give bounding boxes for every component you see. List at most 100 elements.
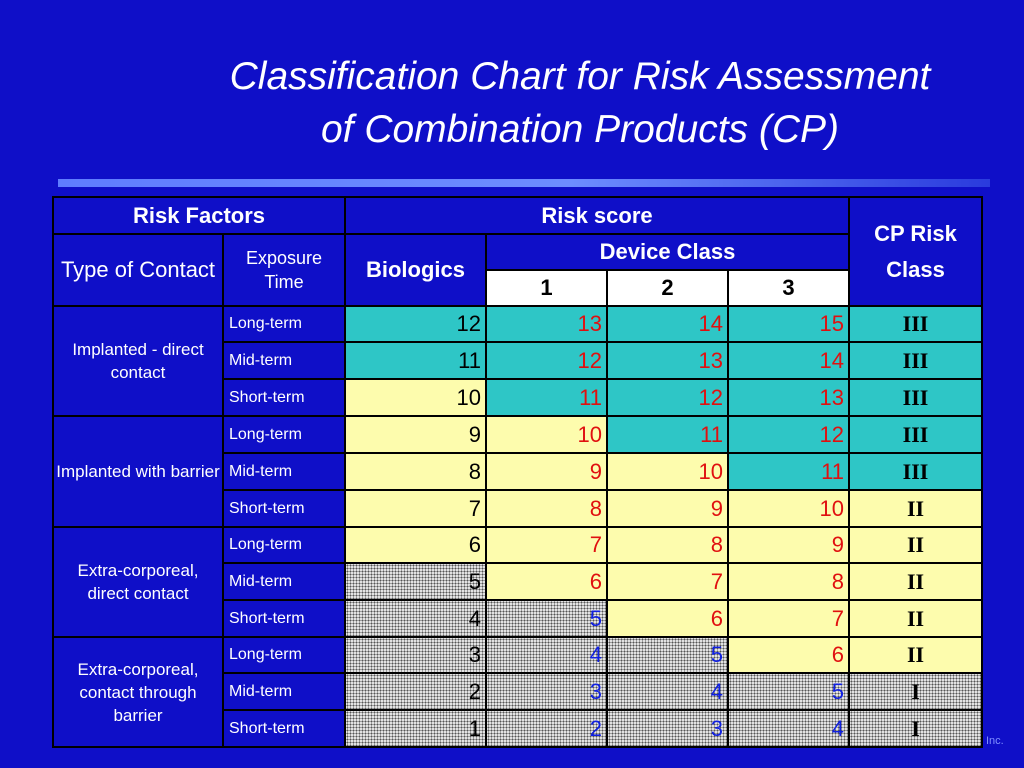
cp-risk-class-cell: III — [848, 415, 983, 454]
biologics-score-cell: 10 — [344, 378, 487, 417]
slide-title: Classification Chart for Risk Assessment… — [150, 50, 1010, 156]
device-class-1-score-cell: 6 — [485, 562, 608, 601]
cp-risk-class-cell: III — [848, 341, 983, 380]
biologics-score-cell: 9 — [344, 415, 487, 454]
device-class-3-score-cell: 10 — [727, 489, 850, 528]
table-row: Implanted - direct contact Long-term 12 13 1… — [52, 305, 983, 417]
exposure-time-cell: Short-term — [222, 489, 346, 528]
biologics-score-cell: 8 — [344, 452, 487, 491]
biologics-score-cell: 11 — [344, 341, 487, 380]
contact-type-cell: Extra-corporeal, contact through barrier — [52, 636, 224, 748]
risk-score-header: Risk score — [344, 196, 850, 235]
biologics-score-cell: 6 — [344, 526, 487, 564]
device-class-1-score-cell: 8 — [485, 489, 608, 528]
device-class-3-score-cell: 11 — [727, 452, 850, 491]
device-class-3-score-cell: 9 — [727, 526, 850, 564]
cp-risk-class-label: CP Risk Class — [874, 220, 957, 282]
device-class-2-score-cell: 6 — [606, 599, 729, 638]
device-class-1-score-cell: 3 — [485, 672, 608, 711]
risk-factors-header: Risk Factors — [52, 196, 346, 235]
device-class-3-score-cell: 5 — [727, 672, 850, 711]
device-class-1-header: 1 — [485, 269, 608, 307]
device-class-3-score-cell: 8 — [727, 562, 850, 601]
exposure-time-cell: Mid-term — [222, 562, 346, 601]
cp-risk-class-cell: III — [848, 305, 983, 343]
cp-risk-class-cell: III — [848, 452, 983, 491]
device-class-2-score-cell: 7 — [606, 562, 729, 601]
biologics-score-cell: 1 — [344, 709, 487, 748]
table-row: Short-term 7 8 9 10 II — [53, 489, 983, 528]
type-of-contact-label: Type of Contact — [60, 257, 216, 282]
table-row: Short-term 1 2 3 4 I — [53, 709, 983, 748]
device-class-2-score-cell: 14 — [606, 305, 729, 343]
exposure-time-cell: Mid-term — [222, 672, 346, 711]
device-class-3-score-cell: 13 — [727, 378, 850, 417]
cp-risk-class-cell: I — [848, 672, 983, 711]
cp-risk-class-header: CP Risk Class — [848, 196, 983, 307]
table-row: Extra-corporeal, direct contact Long-term… — [52, 526, 983, 638]
footer-text: Inc. — [986, 735, 1004, 747]
biologics-header: Biologics — [344, 233, 487, 307]
device-class-1-score-cell: 5 — [485, 599, 608, 638]
device-class-1-score-cell: 9 — [485, 452, 608, 491]
exposure-time-cell: Mid-term — [222, 452, 346, 491]
cp-risk-class-cell: III — [848, 378, 983, 417]
exposure-time-header: Exposure Time — [222, 233, 346, 307]
biologics-score-cell: 3 — [344, 636, 487, 674]
device-class-2-score-cell: 11 — [606, 415, 729, 454]
table-body: Implanted - direct contact Long-term 12 13 1… — [52, 305, 983, 748]
cp-risk-class-cell: II — [848, 636, 983, 674]
device-class-2-score-cell: 12 — [606, 378, 729, 417]
table-row: Mid-term 2 3 4 5 I — [53, 672, 983, 711]
contact-type-cell: Implanted with barrier — [52, 415, 224, 528]
device-class-3-score-cell: 12 — [727, 415, 850, 454]
title-line-1: Classification Chart for Risk Assessment — [229, 55, 931, 98]
device-class-1-score-cell: 11 — [485, 378, 608, 417]
device-class-header: Device Class — [485, 233, 850, 271]
biologics-score-cell: 4 — [344, 599, 487, 638]
exposure-time-cell: Long-term — [222, 415, 346, 454]
device-class-3-score-cell: 14 — [727, 341, 850, 380]
cp-risk-class-cell: II — [848, 526, 983, 564]
device-class-2-score-cell: 3 — [606, 709, 729, 748]
device-class-2-score-cell: 8 — [606, 526, 729, 564]
device-class-3-score-cell: 7 — [727, 599, 850, 638]
device-class-3-header: 3 — [727, 269, 850, 307]
device-class-2-score-cell: 10 — [606, 452, 729, 491]
table-row: Mid-term 8 9 10 11 III — [53, 452, 983, 491]
table-row: Short-term 4 5 6 7 II — [53, 599, 983, 638]
device-class-3-score-cell: 6 — [727, 636, 850, 674]
exposure-time-cell: Long-term — [222, 305, 346, 343]
device-class-2-score-cell: 13 — [606, 341, 729, 380]
device-class-2-score-cell: 5 — [606, 636, 729, 674]
biologics-score-cell: 2 — [344, 672, 487, 711]
device-class-2-header: 2 — [606, 269, 729, 307]
device-class-1-score-cell: 12 — [485, 341, 608, 380]
table-row: Extra-corporeal, contact through barrier… — [52, 636, 983, 748]
device-class-1-score-cell: 2 — [485, 709, 608, 748]
exposure-time-cell: Long-term — [222, 526, 346, 564]
exposure-time-cell: Mid-term — [222, 341, 346, 380]
device-class-3-score-cell: 4 — [727, 709, 850, 748]
cp-risk-class-cell: II — [848, 489, 983, 528]
cp-risk-class-cell: II — [848, 599, 983, 638]
biologics-score-cell: 7 — [344, 489, 487, 528]
device-class-2-score-cell: 4 — [606, 672, 729, 711]
exposure-time-cell: Short-term — [222, 599, 346, 638]
biologics-score-cell: 12 — [344, 305, 487, 343]
risk-classification-table: Risk Factors Risk score CP Risk Class Ty… — [52, 196, 983, 748]
biologics-score-cell: 5 — [344, 562, 487, 601]
device-class-2-score-cell: 9 — [606, 489, 729, 528]
title-divider — [58, 179, 990, 187]
exposure-time-cell: Short-term — [222, 378, 346, 417]
device-class-1-score-cell: 10 — [485, 415, 608, 454]
exposure-time-cell: Short-term — [222, 709, 346, 748]
type-of-contact-header: Type of Contact — [52, 233, 224, 307]
title-line-2: of Combination Products (CP) — [320, 108, 840, 151]
exposure-time-label: Exposure Time — [245, 248, 323, 292]
table-row: Implanted with barrier Long-term 9 10 11 12 II… — [52, 415, 983, 528]
device-class-3-score-cell: 15 — [727, 305, 850, 343]
device-class-1-score-cell: 13 — [485, 305, 608, 343]
exposure-time-cell: Long-term — [222, 636, 346, 674]
device-class-1-score-cell: 7 — [485, 526, 608, 564]
